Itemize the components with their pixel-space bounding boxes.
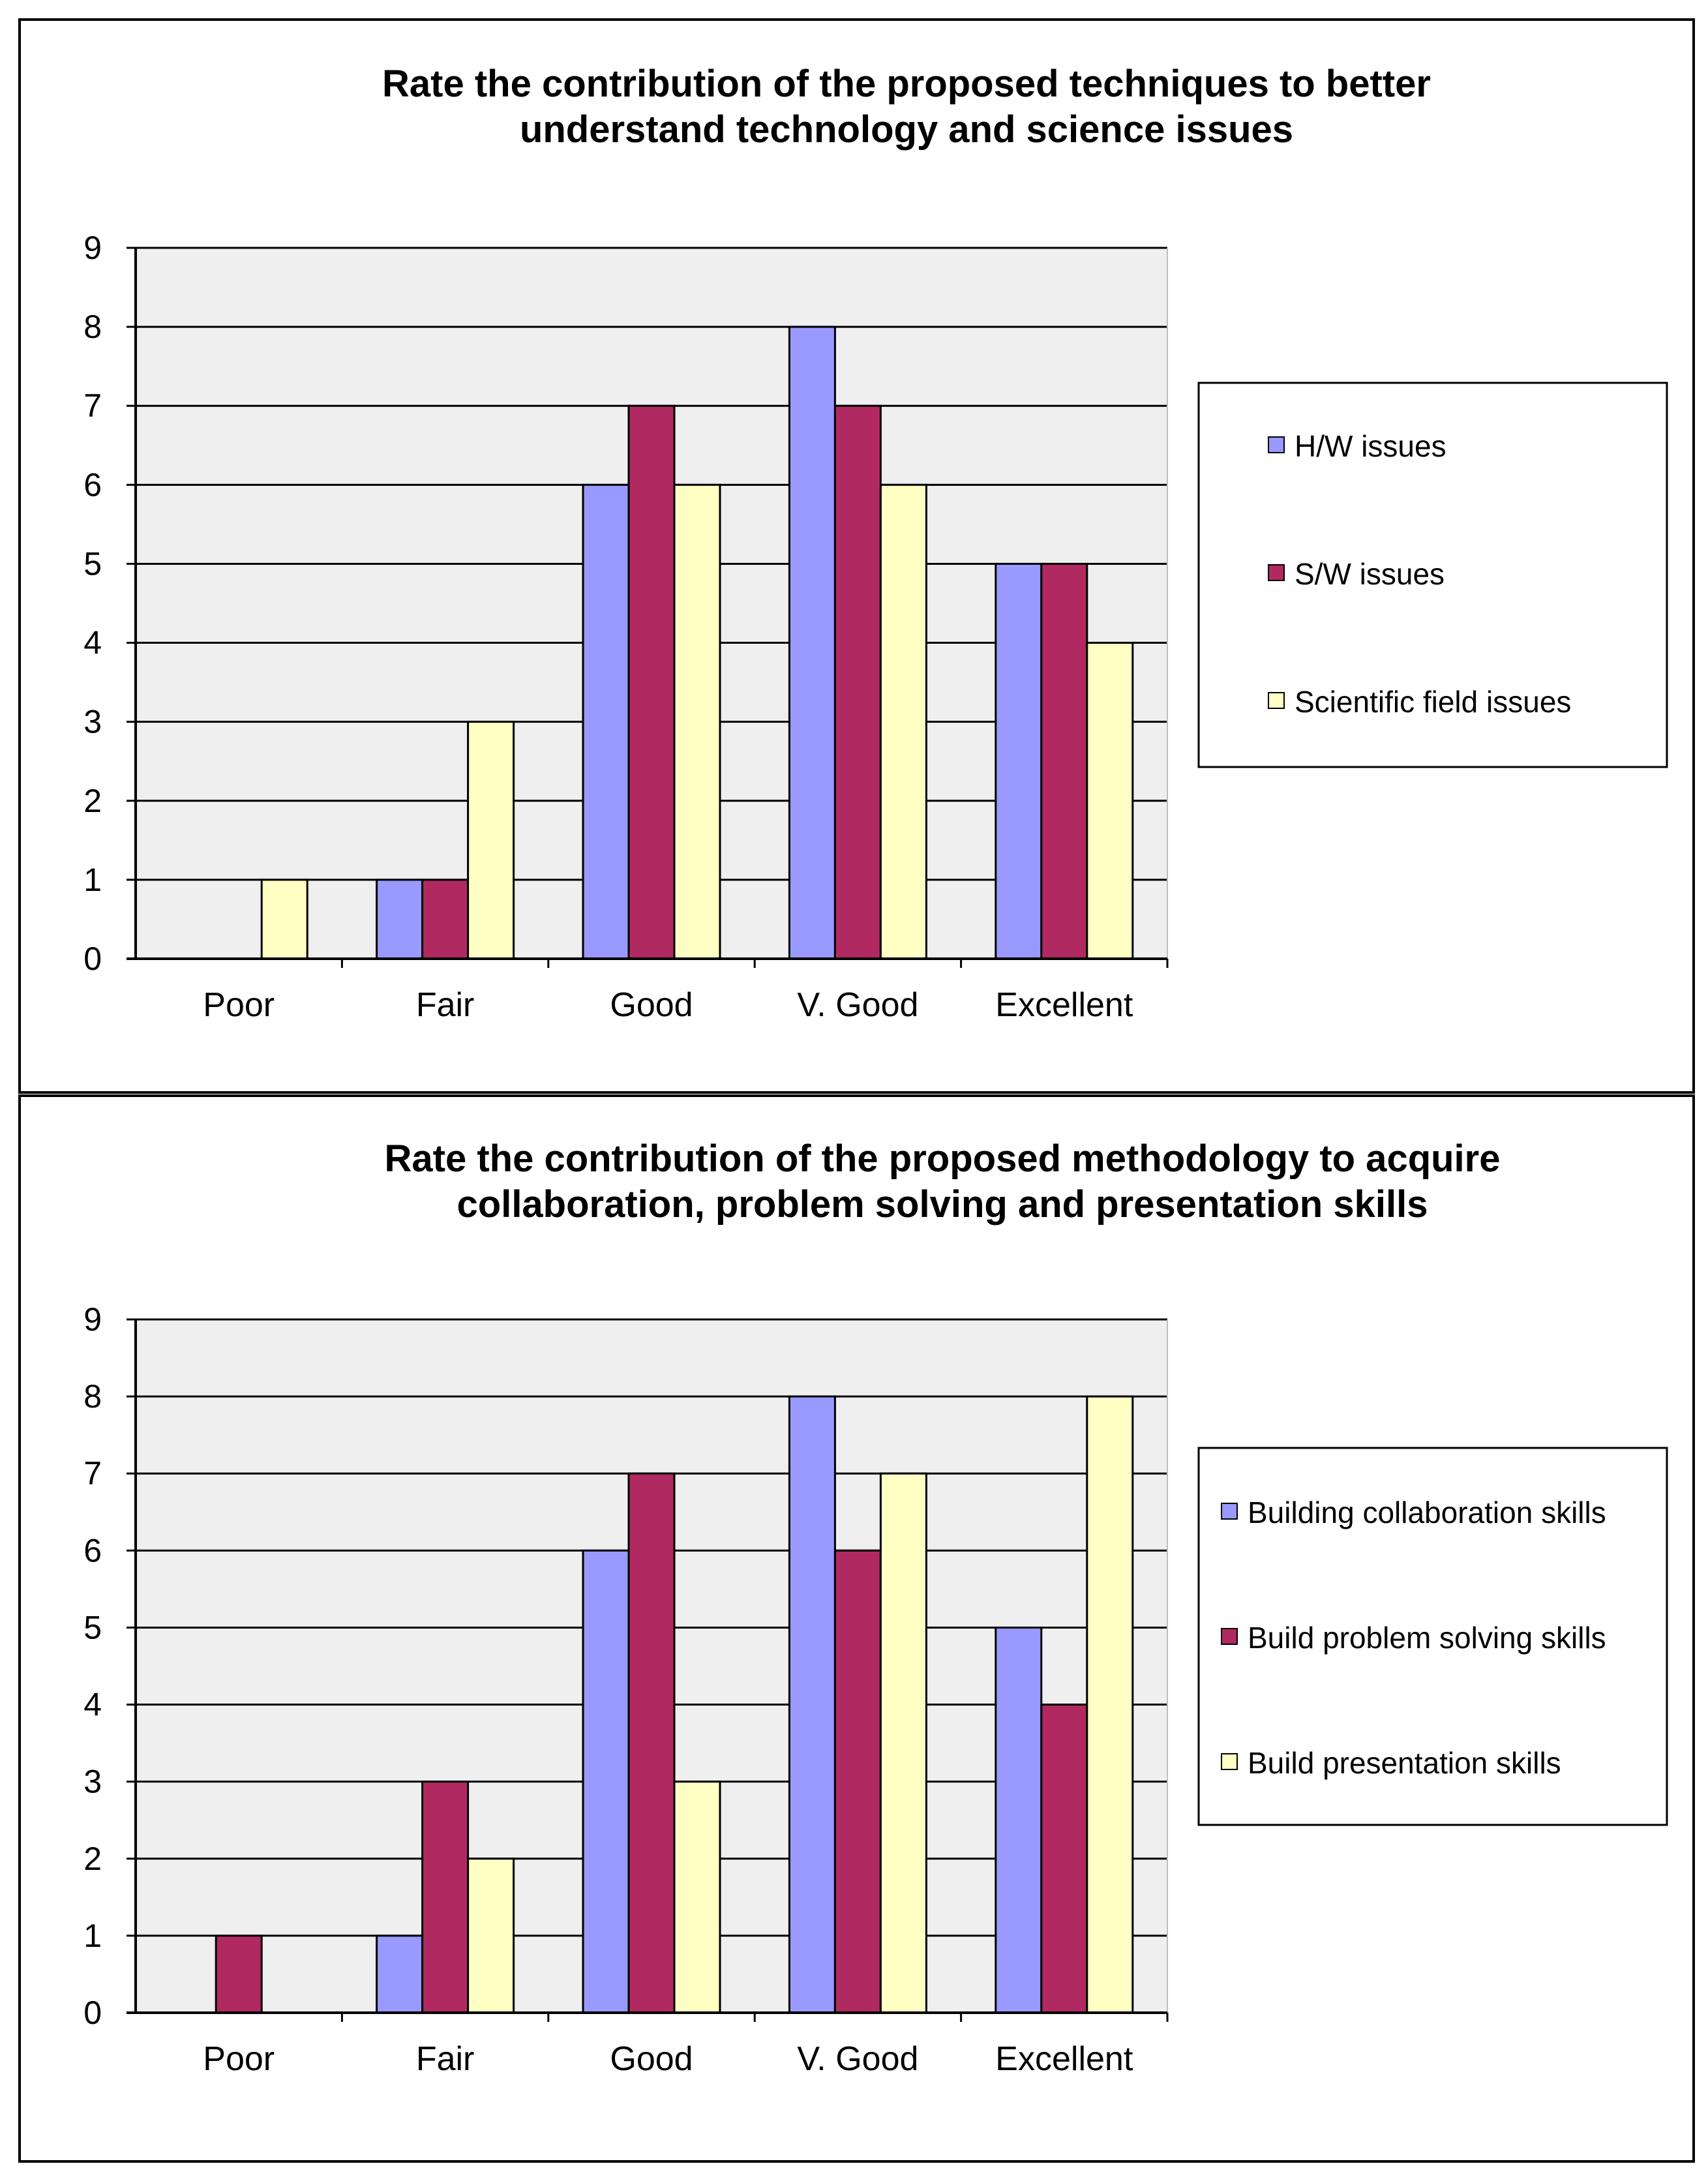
- bar-building-collaboration-skills-excellent: [995, 1626, 1043, 2014]
- y-tick-labels: 0 1 2 3 4 5 6 7 8 9: [83, 230, 102, 977]
- chart-title-line-1: Rate the contribution of the proposed me…: [385, 1137, 1501, 1180]
- bar-build-problem-solving-skills-v-good: [833, 1549, 882, 2014]
- y-tick-label-4: 4: [83, 1687, 102, 1723]
- legend-swatch-building-collaboration-skills: [1221, 1503, 1238, 1520]
- bar-h-w-issues-fair: [376, 879, 424, 960]
- y-tick-label-1: 1: [83, 862, 102, 898]
- legend-label-hw-issues: H/W issues: [1295, 429, 1446, 463]
- x-tick-label-fair: Fair: [416, 986, 475, 1024]
- legend-label-scientific-field-issues: Scientific field issues: [1295, 685, 1571, 719]
- legend-label-build-problem-solving-skills: Build problem solving skills: [1248, 1621, 1606, 1655]
- x-tick-label-poor: Poor: [203, 986, 275, 1024]
- bar-build-presentation-skills-v-good: [879, 1472, 927, 2014]
- x-tick-labels: Poor Fair Good V. Good Excellent: [203, 2040, 1133, 2078]
- chart-title-line-2: collaboration, problem solving and prese…: [457, 1183, 1428, 1226]
- y-tick-label-4: 4: [83, 625, 102, 661]
- x-tick-label-poor: Poor: [203, 2040, 275, 2078]
- x-tick-labels: Poor Fair Good V. Good Excellent: [203, 986, 1133, 1024]
- y-tick-label-2: 2: [83, 1841, 102, 1877]
- bar-s-w-issues-excellent: [1040, 562, 1088, 960]
- y-tick-labels: 0 1 2 3 4 5 6 7 8 9: [83, 1301, 102, 2031]
- bar-h-w-issues-good: [582, 483, 630, 960]
- bar-h-w-issues-v-good: [788, 325, 836, 960]
- legend-swatch-hw-issues: [1268, 436, 1285, 453]
- chart-1: Rate the contribution of the proposed te…: [18, 18, 1695, 1094]
- y-tick-label-6: 6: [83, 466, 102, 503]
- x-tick-label-excellent: Excellent: [995, 986, 1133, 1024]
- y-tick-label-5: 5: [83, 545, 102, 582]
- bar-build-problem-solving-skills-poor: [215, 1934, 263, 2014]
- bar-h-w-issues-excellent: [995, 562, 1043, 960]
- x-tick-label-v-good: V. Good: [797, 986, 918, 1024]
- y-tick-label-2: 2: [83, 783, 102, 819]
- bar-build-presentation-skills-excellent: [1086, 1395, 1134, 2014]
- bar-building-collaboration-skills-fair: [376, 1934, 424, 2014]
- legend-label-sw-issues: S/W issues: [1295, 557, 1445, 591]
- y-tick-label-8: 8: [83, 308, 102, 345]
- bar-building-collaboration-skills-v-good: [788, 1395, 836, 2014]
- chart-title-line-2: understand technology and science issues: [520, 108, 1293, 151]
- legend-swatch-scientific-field-issues: [1268, 692, 1285, 709]
- y-tick-label-3: 3: [83, 1764, 102, 1800]
- y-tick-label-5: 5: [83, 1609, 102, 1646]
- legend-label-build-presentation-skills: Build presentation skills: [1248, 1746, 1561, 1780]
- bar-scientific-field-issues-poor: [260, 879, 308, 960]
- bar-scientific-field-issues-fair: [467, 721, 515, 960]
- chart-title-line-1: Rate the contribution of the proposed te…: [382, 63, 1431, 105]
- legend-swatch-build-problem-solving-skills: [1221, 1628, 1238, 1645]
- legend-swatch-sw-issues: [1268, 564, 1285, 581]
- legend-label-building-collaboration-skills: Building collaboration skills: [1248, 1496, 1606, 1529]
- x-tick-label-v-good: V. Good: [797, 2040, 918, 2078]
- bar-s-w-issues-v-good: [833, 404, 882, 960]
- bar-scientific-field-issues-v-good: [879, 483, 927, 960]
- x-tick-label-good: Good: [610, 2040, 693, 2078]
- bar-building-collaboration-skills-good: [582, 1549, 630, 2014]
- bar-build-problem-solving-skills-good: [627, 1472, 676, 2014]
- legend: Building collaboration skills Build prob…: [1197, 1447, 1668, 1826]
- chart-2: Rate the contribution of the proposed me…: [18, 1094, 1695, 2163]
- y-tick-label-9: 9: [83, 1301, 102, 1338]
- y-tick-label-6: 6: [83, 1532, 102, 1569]
- y-tick-label-0: 0: [83, 940, 102, 977]
- y-tick-label-8: 8: [83, 1378, 102, 1415]
- bar-build-problem-solving-skills-fair: [421, 1781, 470, 2014]
- y-tick-label-0: 0: [83, 1994, 102, 2031]
- axes: [127, 1318, 1169, 2022]
- y-tick-label-7: 7: [83, 1455, 102, 1492]
- bar-build-presentation-skills-good: [673, 1781, 721, 2014]
- y-tick-label-7: 7: [83, 387, 102, 424]
- x-tick-label-good: Good: [610, 986, 693, 1024]
- bar-scientific-field-issues-good: [673, 483, 721, 960]
- x-tick-label-fair: Fair: [416, 2040, 475, 2078]
- bar-scientific-field-issues-excellent: [1086, 642, 1134, 960]
- legend: H/W issues S/W issues Scientific field i…: [1197, 382, 1668, 768]
- y-tick-label-9: 9: [83, 230, 102, 266]
- legend-swatch-build-presentation-skills: [1221, 1753, 1238, 1770]
- bar-build-problem-solving-skills-excellent: [1040, 1704, 1088, 2014]
- bar-s-w-issues-good: [627, 404, 676, 960]
- y-tick-label-1: 1: [83, 1918, 102, 1954]
- legend-box: [1197, 1447, 1668, 1826]
- bar-build-presentation-skills-fair: [467, 1858, 515, 2014]
- bar-s-w-issues-fair: [421, 879, 470, 960]
- bars: [260, 325, 1134, 960]
- x-tick-label-excellent: Excellent: [995, 2040, 1133, 2078]
- axes: [127, 247, 1169, 968]
- y-tick-label-3: 3: [83, 704, 102, 740]
